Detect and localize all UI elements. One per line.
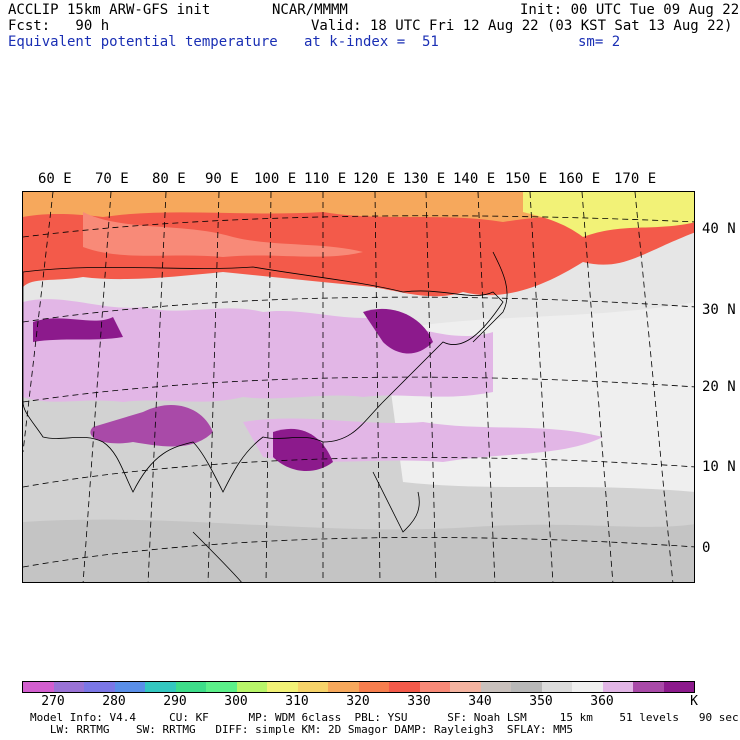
colorbar-swatch	[541, 682, 572, 692]
colorbar-swatch	[663, 682, 694, 692]
colorbar-swatch	[602, 682, 633, 692]
colorbar-unit: K	[690, 694, 698, 709]
colorbar-swatch	[23, 682, 54, 692]
colorbar	[22, 681, 695, 693]
meridian-130e	[425, 192, 437, 582]
field-band-pacific	[383, 302, 694, 492]
theta-e-field	[23, 192, 694, 582]
lon-label-130e: 130 E	[403, 171, 446, 187]
colorbar-swatch	[480, 682, 511, 692]
colorbar-swatch	[572, 682, 603, 692]
colorbar-swatch	[633, 682, 664, 692]
lon-label-90e: 90 E	[205, 171, 239, 187]
colorbar-tick-290: 290	[163, 694, 187, 709]
forecast-hour: Fcst: 90 h	[8, 18, 110, 34]
lon-label-160e: 160 E	[558, 171, 601, 187]
colorbar-swatch	[450, 682, 481, 692]
colorbar-tick-340: 340	[468, 694, 492, 709]
meridian-90e	[207, 192, 220, 582]
colorbar-swatch	[175, 682, 206, 692]
colorbar-tick-280: 280	[102, 694, 126, 709]
lat-label-20n: 20 N	[702, 379, 736, 395]
meridian-60e	[23, 192, 54, 453]
meridian-120e	[374, 192, 381, 582]
colorbar-swatch	[389, 682, 420, 692]
colorbar-tick-330: 330	[407, 694, 431, 709]
model-title: ACCLIP 15km ARW-GFS init	[8, 2, 211, 18]
meridian-150e	[529, 192, 554, 582]
japan-coastline	[472, 251, 508, 343]
field-band-darkgray	[23, 519, 694, 582]
field-peak-south-china-sea	[273, 428, 333, 472]
meridian-70e	[82, 192, 112, 582]
lon-label-60e: 60 E	[38, 171, 72, 187]
lat-label-0: 0	[702, 540, 711, 556]
lat-label-40n: 40 N	[702, 221, 736, 237]
meridian-80e	[147, 192, 167, 582]
colorbar-swatch	[419, 682, 450, 692]
lon-label-120e: 120 E	[353, 171, 396, 187]
lon-label-150e: 150 E	[505, 171, 548, 187]
colorbar-swatch	[114, 682, 145, 692]
sumatra-coastline	[192, 531, 242, 582]
meridian-140e	[477, 192, 496, 582]
lon-label-140e: 140 E	[453, 171, 496, 187]
field-name: Equivalent potential temperature	[8, 34, 278, 50]
field-warm-patch	[83, 212, 363, 257]
colorbar-swatch	[145, 682, 176, 692]
graticule	[23, 192, 694, 582]
meridian-100e	[265, 192, 272, 582]
colorbar-swatch	[53, 682, 84, 692]
colorbar-tick-320: 320	[346, 694, 370, 709]
meridian-170e	[634, 192, 674, 582]
valid-time: Valid: 18 UTC Fri 12 Aug 22 (03 KST Sat …	[311, 18, 733, 34]
lon-label-70e: 70 E	[95, 171, 129, 187]
field-moist-zone-south	[243, 418, 603, 462]
field-peak-china	[363, 308, 433, 354]
field-peak-bay-of-bengal	[90, 404, 213, 447]
colorbar-tick-300: 300	[224, 694, 248, 709]
colorbar-swatch	[358, 682, 389, 692]
colorbar-tick-270: 270	[41, 694, 65, 709]
colorbar-swatch	[511, 682, 542, 692]
lat-label-30n: 30 N	[702, 302, 736, 318]
philippines-coastline	[372, 471, 420, 533]
lon-label-110e: 110 E	[304, 171, 347, 187]
map-panel	[22, 191, 695, 583]
lon-label-100e: 100 E	[254, 171, 297, 187]
institution-label: NCAR/MMMM	[272, 2, 348, 18]
colorbar-swatch	[206, 682, 237, 692]
colorbar-swatch	[267, 682, 298, 692]
colorbar-swatch	[236, 682, 267, 692]
colorbar-tick-350: 350	[529, 694, 553, 709]
colorbar-tick-360: 360	[590, 694, 614, 709]
colorbar-swatch	[328, 682, 359, 692]
asia-coastline	[23, 266, 504, 493]
level-label: at k-index = 51	[304, 34, 439, 50]
smoothing-label: sm= 2	[578, 34, 621, 50]
meridian-160e	[581, 192, 614, 582]
model-info-line2: LW: RRTMG SW: RRTMG DIFF: simple KM: 2D …	[30, 723, 574, 736]
field-peak-west	[33, 317, 123, 342]
model-info-line1: Model Info: V4.4 CU: KF MP: WDM 6class P…	[30, 711, 739, 724]
colorbar-tick-310: 310	[285, 694, 309, 709]
colorbar-swatch	[297, 682, 328, 692]
lon-label-80e: 80 E	[152, 171, 186, 187]
field-cool-patch	[523, 192, 694, 237]
lon-label-170e: 170 E	[614, 171, 657, 187]
init-time: Init: 00 UTC Tue 09 Aug 22	[520, 2, 740, 18]
colorbar-swatch	[84, 682, 115, 692]
lat-label-10n: 10 N	[702, 459, 736, 475]
